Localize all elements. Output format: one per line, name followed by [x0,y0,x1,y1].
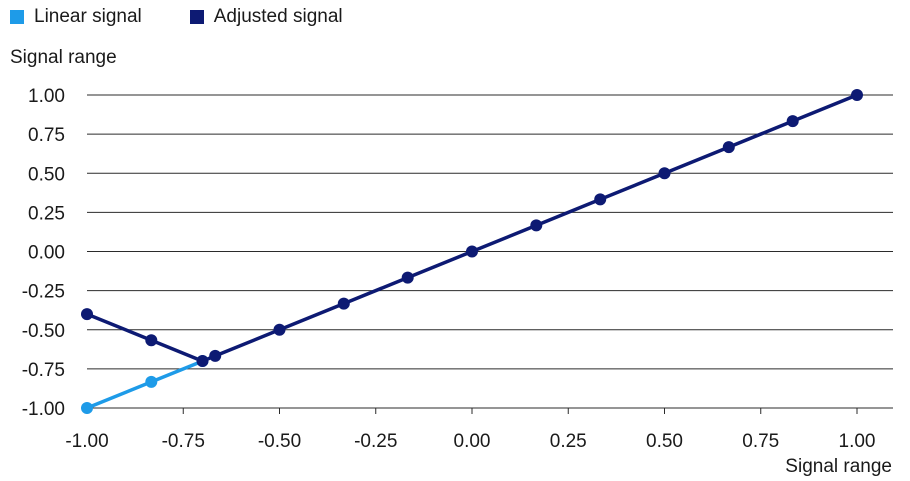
data-point-adjusted-signal [658,167,671,180]
data-point-adjusted-signal [786,115,799,128]
y-tick-label: -0.25 [22,282,65,303]
data-point-adjusted-signal [196,355,209,368]
y-tick-label: 0.00 [28,243,65,264]
y-axis-title: Signal range [10,47,117,68]
data-point-adjusted-signal [273,323,286,336]
data-point-adjusted-signal [722,141,735,154]
data-point-adjusted-signal [337,297,350,310]
x-tick-label: 0.50 [646,431,683,452]
legend-swatch-adjusted-signal [189,10,204,24]
series-line-linear-signal [86,359,204,410]
data-point-adjusted-signal [530,219,543,232]
y-tick-label: -0.75 [22,360,65,381]
data-point-linear-signal [145,375,158,388]
data-point-adjusted-signal [209,349,222,362]
legend-item-linear-signal: Linear signal [10,6,142,28]
x-tick-label: 0.25 [550,431,587,452]
data-point-adjusted-signal [594,193,607,206]
y-tick-label: 0.50 [28,164,65,185]
x-tick-label: -0.50 [258,431,301,452]
y-tick-label: 0.25 [28,203,65,224]
data-point-adjusted-signal [145,334,158,347]
data-point-linear-signal [81,402,93,414]
x-axis-title: Signal range [785,456,892,477]
x-tick-label: 0.75 [742,431,779,452]
legend: Linear signal Adjusted signal [10,6,391,28]
x-tick-label: -0.75 [162,431,205,452]
data-point-adjusted-signal [401,271,414,284]
y-tick-label: 0.75 [28,125,65,146]
y-tick-label: -1.00 [22,399,65,420]
x-tick-label: 0.00 [454,431,491,452]
data-point-adjusted-signal [851,89,863,101]
legend-swatch-linear-signal [10,10,24,24]
legend-label-linear-signal: Linear signal [34,6,142,27]
data-point-adjusted-signal [81,308,93,321]
y-tick-label: 1.00 [28,86,65,107]
data-point-adjusted-signal [466,245,478,258]
series-line-adjusted-signal [86,93,858,363]
x-tick-label: 1.00 [839,431,876,452]
legend-label-adjusted-signal: Adjusted signal [213,6,343,27]
x-tick-label: -1.00 [65,431,108,452]
y-tick-label: -0.50 [22,321,65,342]
legend-item-adjusted-signal: Adjusted signal [189,6,343,28]
x-tick-label: -0.25 [354,431,397,452]
